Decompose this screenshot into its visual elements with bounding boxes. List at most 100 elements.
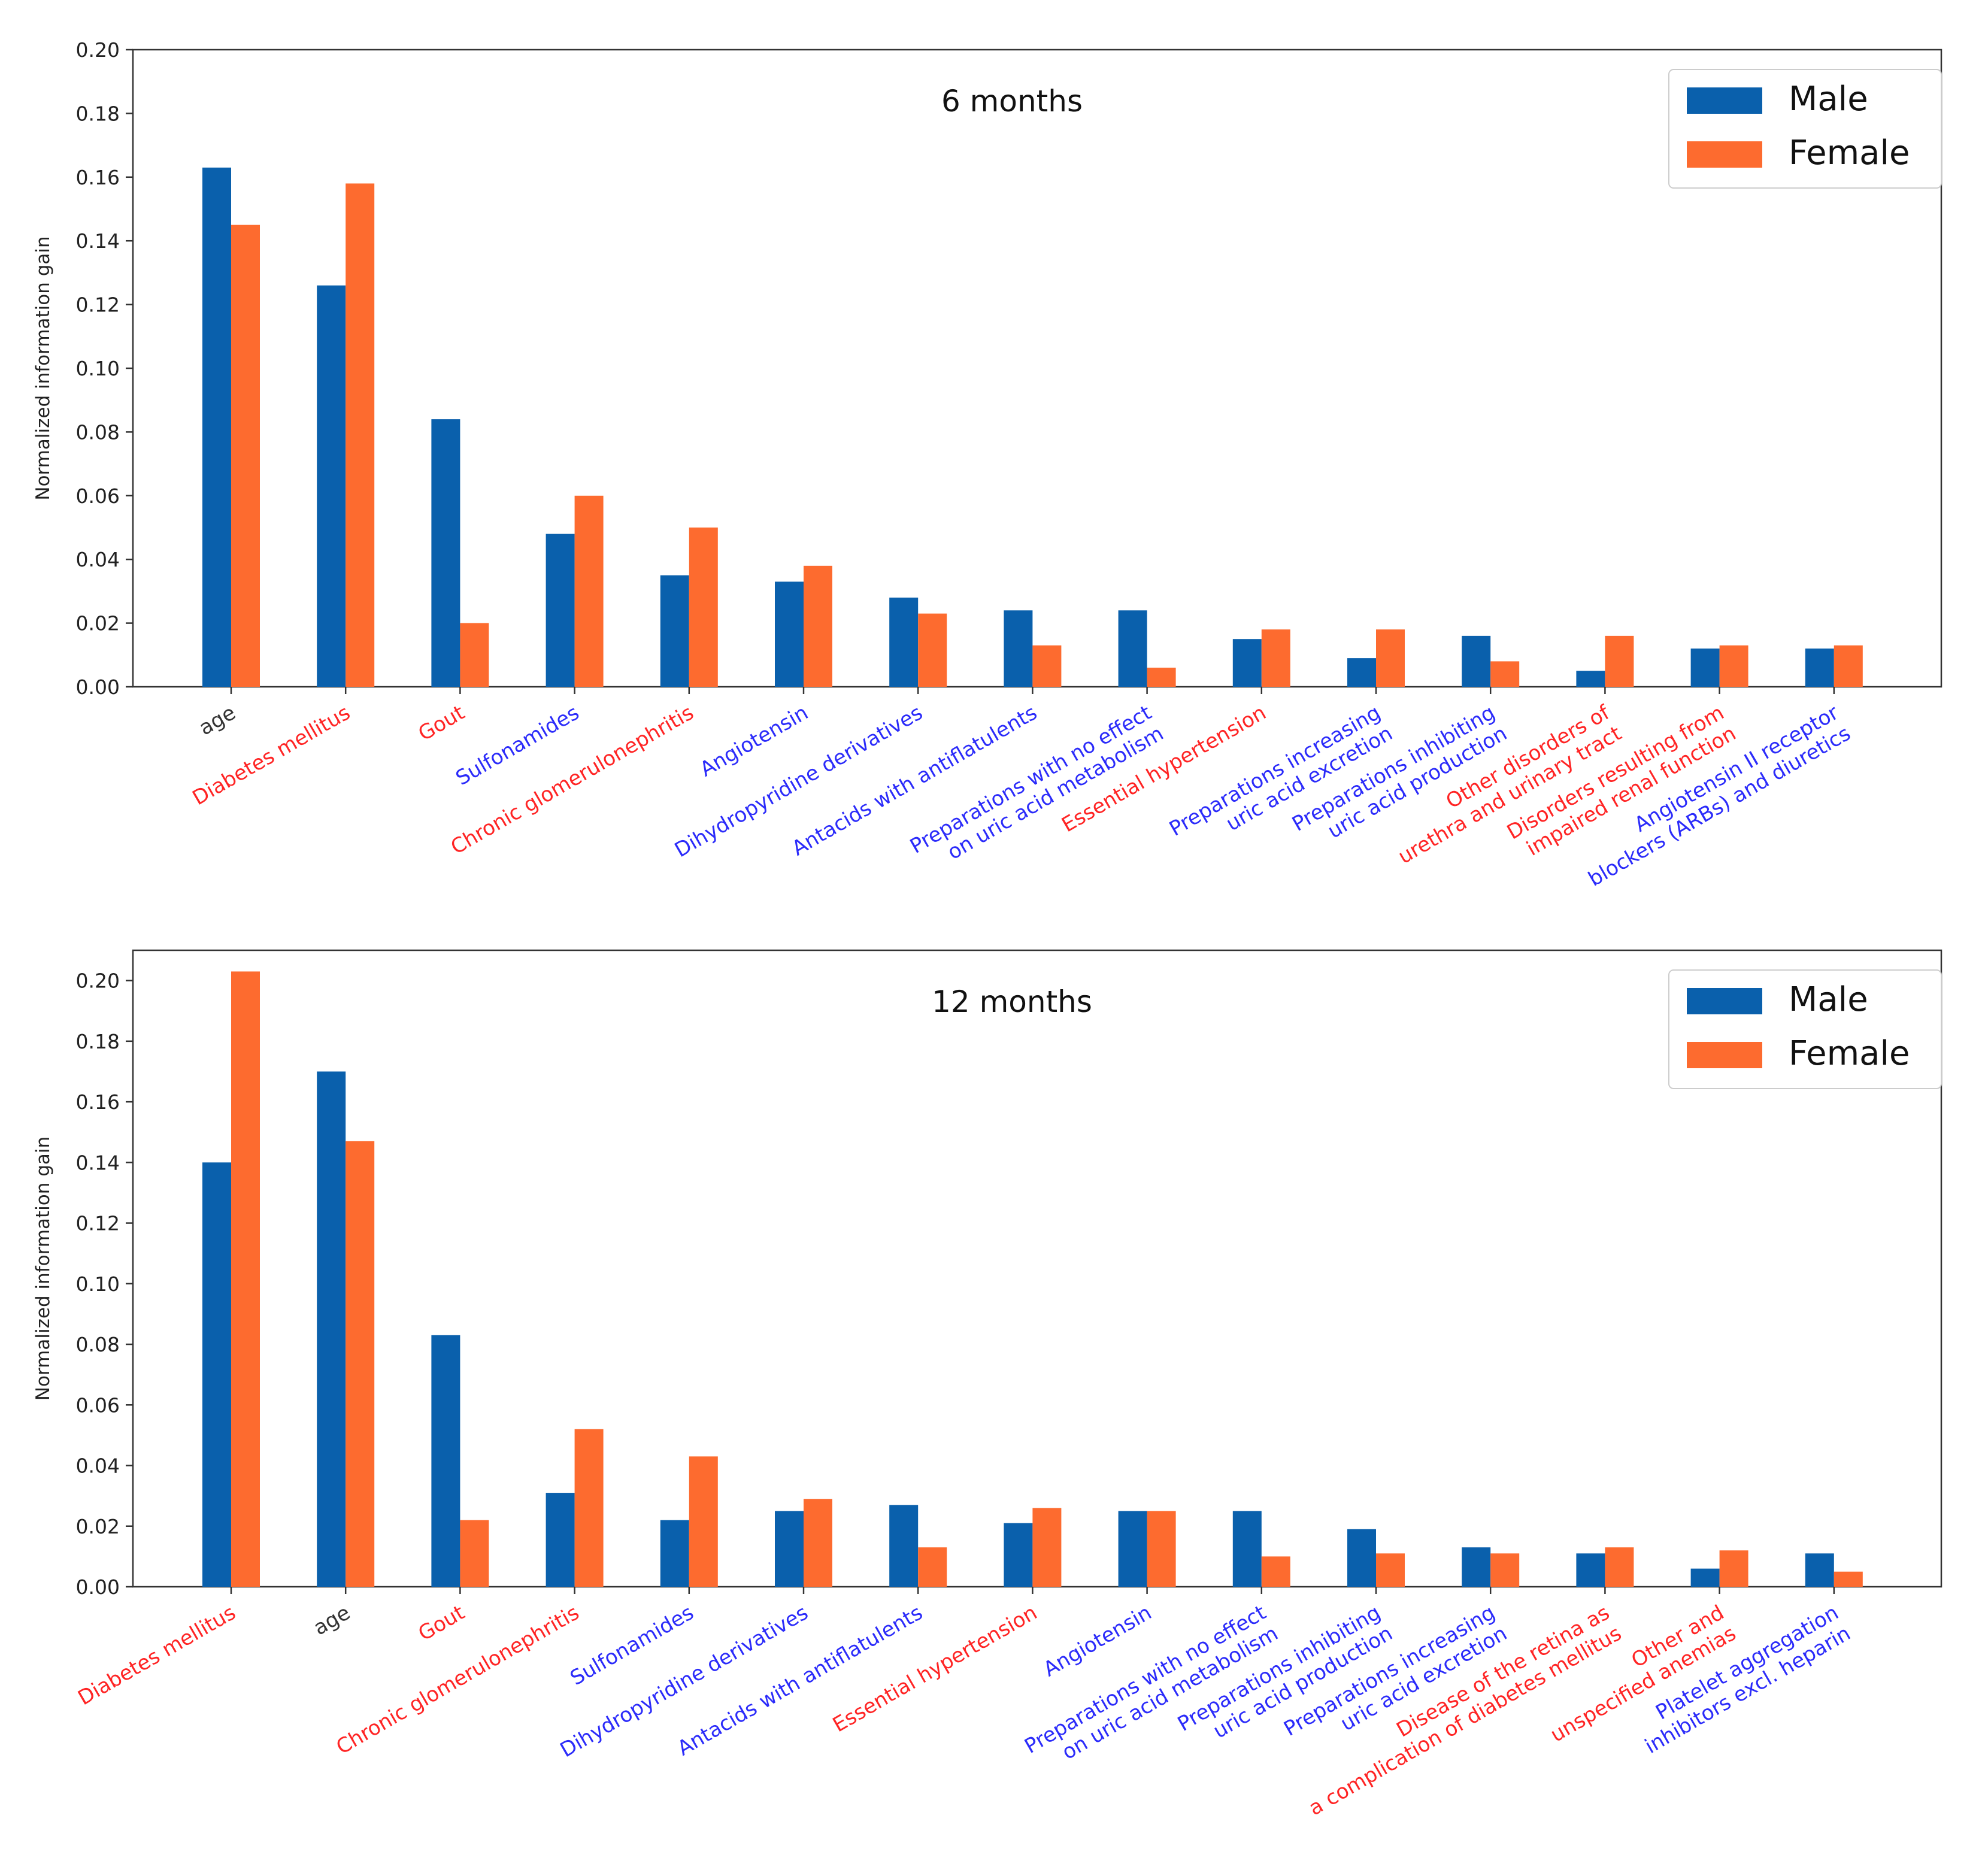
bar-female [1376,1553,1405,1587]
y-tick-label: 0.08 [76,1333,120,1356]
legend-swatch-male [1687,87,1762,114]
bar-female [1719,1550,1748,1587]
x-tick-label: Essential hypertension [829,1601,1041,1737]
legend-swatch-female [1687,1042,1762,1068]
bar-male [1690,1568,1720,1587]
x-tick-label: age [310,1601,354,1640]
bar-male [317,1071,346,1587]
bar-male [1347,1529,1376,1587]
bar-male [1462,635,1491,687]
bar-male [1462,1547,1491,1587]
bar-male [546,1493,575,1587]
bar-female [1490,661,1520,687]
bar-male [202,1162,231,1587]
y-tick-label: 0.12 [76,1212,120,1235]
x-tick-label-line: age [310,1601,354,1640]
y-tick-label: 0.02 [76,1515,120,1538]
y-tick-label: 0.06 [76,484,120,508]
y-tick-label: 0.14 [76,1151,120,1174]
y-tick-label: 0.04 [76,548,120,571]
bar-female [1490,1553,1520,1587]
bar-male [660,1520,689,1587]
x-tick-label-line: age [195,701,240,740]
bar-male [889,598,919,687]
y-tick-label: 0.10 [76,357,120,380]
chart-panel-2: 0.00 0.02 0.04 0.06 0.08 0.10 0.12 0.14 0.16 0.18… [32,949,1942,1820]
bar-male [1347,658,1376,687]
x-tick-label: Gout [414,701,469,746]
x-tick-label-line: Gout [414,701,469,746]
y-tick-label: 0.20 [76,969,120,993]
bar-female [689,528,718,687]
y-tick-label: 0.16 [76,166,120,189]
bar-female [231,225,260,687]
x-tick-label: Gout [414,1601,469,1646]
bar-male [1118,610,1147,687]
y-tick-label: 0.06 [76,1393,120,1417]
bar-male [1232,1511,1262,1587]
bar-female [1261,629,1290,687]
y-tick-label: 0.08 [76,420,120,444]
bar-female [460,1520,489,1587]
x-tick-label-line: Gout [414,1601,469,1646]
chart-panel-1: 0.00 0.02 0.04 0.06 0.08 0.10 0.12 0.14 0.16 0.18… [32,38,1942,892]
bar-male [1232,639,1262,687]
bar-male [660,575,689,687]
bar-female [1032,1508,1062,1587]
bar-female [1605,635,1634,687]
bar-male [1805,648,1834,687]
bar-female [574,1429,604,1587]
bar-male [431,1335,460,1587]
legend: Male Female [1668,969,1942,1089]
legend-label-female: Female [1789,1034,1910,1073]
y-tick-label: 0.18 [76,1030,120,1053]
bar-female [1605,1547,1634,1587]
bar-male [1690,648,1720,687]
chart-title: 6 months [941,84,1083,119]
legend-swatch-female [1687,141,1762,168]
bar-female [1834,645,1863,687]
y-axis-label: Normalized information gain [32,236,54,500]
bar-female [689,1456,718,1587]
chart-title: 12 months [932,984,1092,1019]
y-tick-label: 0.12 [76,293,120,317]
x-tick-label-line: Diabetes mellitus [74,1601,240,1710]
x-tick-label: age [195,701,240,740]
bar-male [889,1505,919,1587]
bar-male [1576,1553,1605,1587]
y-tick-label: 0.14 [76,229,120,253]
bar-female [918,1547,947,1587]
bar-female [1719,645,1748,687]
bar-female [1261,1556,1290,1587]
y-tick-label: 0.20 [76,38,120,62]
bar-female [346,183,375,687]
bar-female [1032,645,1062,687]
bar-female [231,971,260,1587]
bar-female [460,623,489,687]
x-tick-label: Diabetes mellitus [74,1601,240,1710]
bar-male [1118,1511,1147,1587]
bar-female [1834,1571,1863,1587]
bar-male [1004,1523,1033,1587]
bar-male [202,167,231,687]
bar-female [1147,1511,1176,1587]
y-axis-label: Normalized information gain [32,1136,54,1401]
y-tick-label: 0.00 [76,1575,120,1599]
legend-swatch-male [1687,988,1762,1014]
bar-male [1805,1553,1834,1587]
bar-female [1147,668,1176,687]
legend-label-male: Male [1789,80,1868,119]
y-tick-label: 0.00 [76,675,120,699]
bar-male [317,285,346,687]
bar-male [1004,610,1033,687]
y-tick-label: 0.04 [76,1454,120,1478]
y-tick-label: 0.02 [76,612,120,635]
bar-female [918,613,947,687]
bar-male [546,534,575,687]
bar-male [775,581,804,687]
bar-female [804,1499,832,1587]
bar-female [804,565,832,687]
bar-female [346,1141,375,1587]
y-tick-label: 0.16 [76,1090,120,1114]
